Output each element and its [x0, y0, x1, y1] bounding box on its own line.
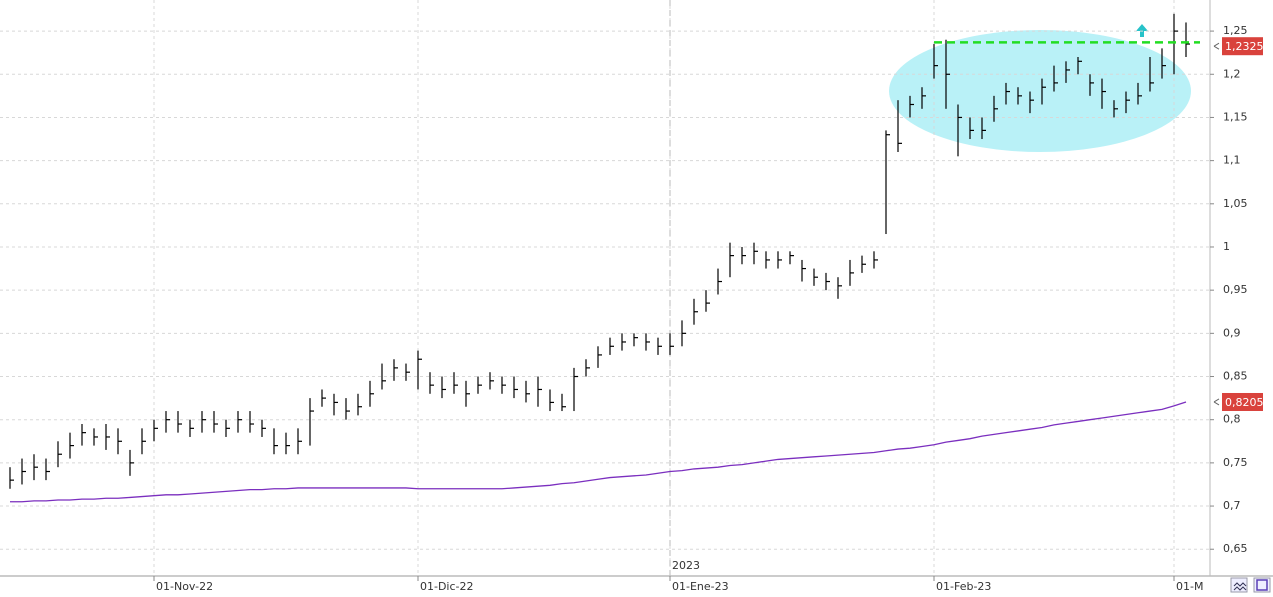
last-value-pointer — [1213, 42, 1220, 50]
moving-average-line — [10, 401, 1187, 503]
y-tick-label: 0,7 — [1223, 499, 1241, 512]
y-tick-label: 1 — [1223, 240, 1230, 253]
highlight-ellipse — [889, 30, 1191, 152]
y-tick-label: 0,8 — [1223, 413, 1241, 426]
y-tick-label: 1,25 — [1223, 24, 1248, 37]
zoom-icon — [1233, 582, 1247, 591]
last-value-label: 1,2325 — [1225, 40, 1264, 53]
last-value-label: 0,8205 — [1225, 396, 1264, 409]
last-value-pointer — [1213, 398, 1220, 406]
year-label: 2023 — [672, 559, 700, 572]
y-tick-label: 1,05 — [1223, 197, 1248, 210]
last-value-box — [1222, 392, 1263, 411]
y-tick-label: 0,9 — [1223, 326, 1241, 339]
y-tick-label: 1,15 — [1223, 110, 1248, 123]
y-tick-label: 1,1 — [1223, 154, 1241, 167]
y-tick-label: 0,95 — [1223, 283, 1248, 296]
arrow-icon — [1136, 24, 1148, 37]
y-tick-label: 0,65 — [1223, 542, 1248, 555]
y-tick-label: 0,85 — [1223, 370, 1248, 383]
x-tick-label: 01-M — [1176, 580, 1203, 593]
save-button[interactable] — [1253, 577, 1271, 593]
x-tick-label: 01-Dic-22 — [420, 580, 474, 593]
y-tick-label: 1,2 — [1223, 67, 1241, 80]
save-icon — [1256, 579, 1268, 591]
x-tick-label: 01-Nov-22 — [156, 580, 213, 593]
last-value-box — [1222, 37, 1263, 56]
x-tick-label: 01-Ene-23 — [672, 580, 729, 593]
x-tick-label: 01-Feb-23 — [936, 580, 991, 593]
y-tick-label: 0,75 — [1223, 456, 1248, 469]
